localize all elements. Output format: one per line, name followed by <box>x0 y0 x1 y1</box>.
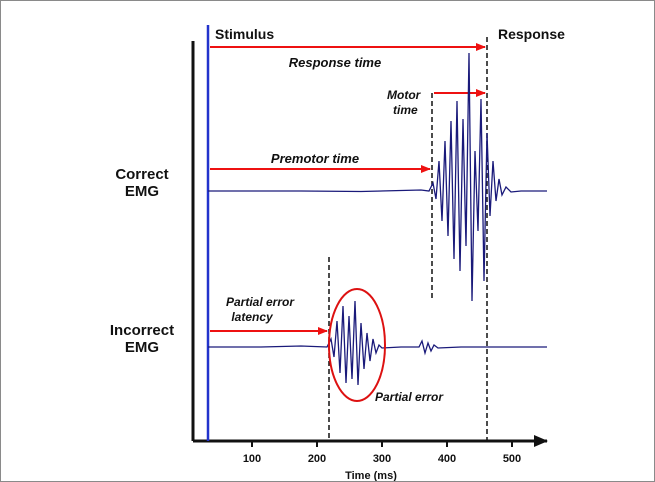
motor-time-label-line2: time <box>393 103 418 117</box>
partial-error-latency-label-line2: latency <box>231 310 274 324</box>
tick-label-100: 100 <box>243 453 261 465</box>
incorrect-emg-label-line2: EMG <box>125 339 159 356</box>
correct-emg-label-line2: EMG <box>125 183 159 200</box>
partial-error-label: Partial error <box>375 390 444 404</box>
premotor-time-label: Premotor time <box>271 151 359 166</box>
incorrect-emg-trace <box>208 300 547 386</box>
response-label: Response <box>498 26 565 42</box>
incorrect-emg-label-line1: Incorrect <box>110 322 174 339</box>
correct-emg-trace <box>208 52 547 302</box>
tick-label-200: 200 <box>308 453 326 465</box>
correct-emg-label-line1: Correct <box>115 166 168 183</box>
partial-error-latency-label-line1: Partial error <box>226 295 295 309</box>
motor-time-label-line1: Motor <box>387 88 422 102</box>
partial-error-ellipse <box>328 288 386 402</box>
tick-label-300: 300 <box>373 453 391 465</box>
stimulus-label: Stimulus <box>215 26 274 42</box>
x-ticks <box>251 441 513 447</box>
tick-label-500: 500 <box>503 453 521 465</box>
x-axis-label: Time (ms) <box>345 470 397 481</box>
tick-label-400: 400 <box>438 453 456 465</box>
response-time-label: Response time <box>289 55 381 70</box>
